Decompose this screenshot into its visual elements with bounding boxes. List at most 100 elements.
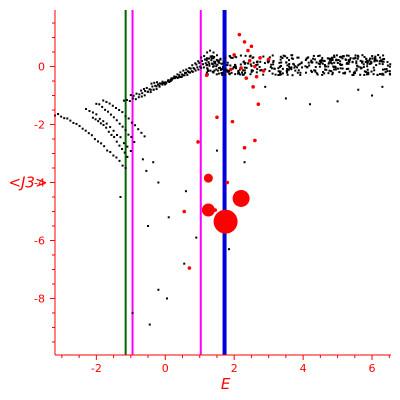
red-point — [266, 57, 271, 62]
branch-7-point — [135, 92, 138, 95]
branch-3-point — [98, 117, 101, 120]
branch-6-point — [122, 99, 125, 102]
band-point — [333, 61, 336, 64]
band-point — [235, 67, 238, 70]
band-point — [281, 72, 284, 75]
band-point — [300, 62, 303, 65]
branch-6-point — [200, 56, 203, 59]
scatter-point — [215, 149, 218, 152]
band-point — [348, 60, 351, 63]
red-point — [232, 53, 236, 57]
band-point — [381, 63, 384, 66]
band-point — [290, 68, 293, 71]
branch-9-point — [158, 82, 161, 85]
band-point — [366, 68, 369, 71]
band-point — [308, 64, 311, 67]
band-point — [306, 66, 309, 69]
branch-7-point — [201, 59, 204, 62]
red-point — [254, 74, 259, 79]
branch-5-point — [105, 100, 108, 103]
band-point — [213, 60, 216, 63]
branch-8-point — [201, 63, 204, 66]
band-point — [279, 55, 282, 58]
band-point — [356, 64, 359, 67]
band-point — [377, 53, 380, 56]
band-point — [330, 62, 333, 65]
branch-1-point — [57, 113, 60, 116]
band-point — [205, 71, 208, 74]
scatter-point — [184, 190, 187, 193]
red-point — [261, 69, 266, 73]
band-point — [347, 62, 350, 65]
band-point — [239, 73, 242, 76]
band-point — [354, 54, 357, 57]
band-point — [227, 69, 230, 72]
band-point — [297, 56, 300, 59]
band-point — [368, 62, 371, 65]
red-point — [225, 180, 230, 185]
branch-2-point — [113, 136, 116, 139]
branch-3-point — [119, 136, 122, 139]
band-point — [288, 63, 291, 66]
branch-8-point — [140, 89, 143, 92]
branch-4-point — [121, 125, 124, 128]
band-point — [221, 68, 224, 71]
band-point — [230, 71, 233, 74]
branch-5-point — [121, 111, 124, 114]
band-point — [314, 69, 317, 72]
band-point — [231, 67, 234, 70]
band-point — [241, 71, 244, 74]
band-point — [382, 54, 385, 57]
band-point — [318, 63, 321, 66]
band-point — [366, 71, 369, 74]
band-point — [259, 60, 262, 63]
branch-7-point — [144, 90, 147, 93]
band-point — [249, 73, 252, 76]
scatter-point — [183, 262, 186, 265]
band-point — [294, 69, 297, 72]
branch-6-point — [173, 75, 176, 78]
branch-8-point — [165, 81, 168, 84]
band-point — [366, 59, 369, 62]
branch-6-point — [143, 94, 146, 97]
band-point — [271, 54, 274, 57]
branch-1-point — [93, 138, 96, 141]
band-point — [267, 61, 270, 64]
band-point — [205, 59, 208, 62]
band-point — [355, 69, 358, 72]
x-tick-label: 6 — [369, 362, 376, 375]
scatter-point — [309, 103, 312, 106]
band-point — [298, 63, 301, 66]
band-point — [336, 67, 339, 70]
band-point — [356, 54, 359, 57]
band-point — [218, 61, 221, 64]
band-point — [381, 60, 384, 63]
branch-7-point — [189, 67, 192, 70]
band-point — [341, 67, 344, 70]
band-point — [347, 54, 350, 57]
band-point — [307, 61, 310, 64]
band-point — [215, 65, 218, 68]
scatter-point — [357, 88, 360, 91]
band-point — [327, 65, 330, 68]
red-point — [232, 189, 250, 207]
branch-9-point — [169, 78, 172, 81]
band-point — [304, 65, 307, 68]
branch-1-point — [97, 140, 100, 143]
band-point — [280, 64, 283, 67]
branch-9-point — [150, 82, 153, 85]
band-point — [347, 67, 350, 70]
band-point — [324, 68, 327, 71]
band-point — [348, 70, 351, 73]
branch-7-point — [186, 70, 189, 73]
band-point — [357, 65, 360, 68]
band-point — [334, 68, 337, 71]
band-point — [323, 64, 326, 67]
band-point — [376, 73, 379, 76]
branch-1-point — [115, 156, 118, 159]
branch-4-point — [133, 141, 136, 144]
branch-8-point — [157, 83, 160, 86]
branch-7-point — [212, 51, 215, 54]
vertical-lines-layer — [124, 10, 227, 355]
branch-4-point — [98, 103, 101, 106]
